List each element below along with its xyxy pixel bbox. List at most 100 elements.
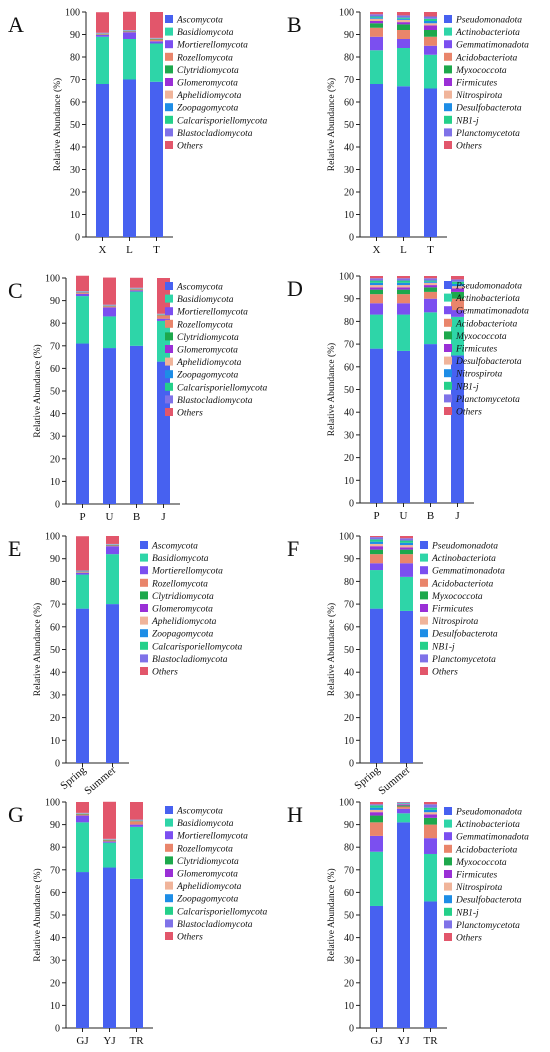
bar-l-gemmatimonadota [397, 39, 410, 48]
bar-p-desulfobacterota [370, 285, 383, 288]
legend-label-acidobacteriota: Acidobacteriota [455, 53, 517, 63]
legend-swatch-rozellomycota [165, 319, 173, 328]
bar-l-mortierellomycota [123, 32, 136, 39]
bar-b-firmicutes [424, 285, 437, 288]
bar-b-ascomycota [130, 345, 143, 504]
legend-label-pseudomonadota: Pseudomonadota [455, 16, 522, 26]
legend-label-rozellomycota: Rozellomycota [176, 320, 233, 330]
legend-label-desulfobacterota: Desulfobacterota [455, 895, 522, 906]
bar-b-others [130, 277, 143, 288]
bar-x-acidobacteriota [370, 27, 383, 37]
legend-swatch-others [165, 408, 173, 416]
bar-x-basidiomycota [96, 36, 109, 84]
legend-swatch-blastocladiomycota [140, 654, 148, 663]
bar-x-desulfobacterota [370, 17, 383, 19]
bar-j-planctomycetota [451, 279, 464, 282]
legend-swatch-gemmatimonadota [444, 306, 452, 315]
y-tick-label: 90 [344, 554, 354, 565]
panel-d: D Relative Abundance (%) 0 10 20 30 40 50 60 70 80… [287, 272, 529, 523]
x-tick-label: T [153, 244, 160, 256]
legend-label-pseudomonadota: Pseudomonadota [455, 808, 522, 818]
bar-p-rozellomycota [76, 292, 89, 294]
bar-yj-acidobacteriota [397, 806, 410, 809]
legend-label-blastocladiomycota: Blastocladiomycota [177, 396, 253, 406]
y-tick-label: 90 [344, 820, 354, 831]
legend-swatch-clytridiomycota [165, 856, 173, 865]
bar-summer-actinobacteriota [400, 576, 413, 611]
bar-t-others [424, 12, 437, 17]
legend: Pseudomonadota Actinobacteriota Gemmatimon… [444, 281, 529, 418]
bar-x-firmicutes [370, 21, 383, 24]
legend-label-rozellomycota: Rozellomycota [176, 53, 233, 63]
bar-b-planctomycetota [424, 278, 437, 281]
legend-swatch-aphelidiomycota [140, 616, 148, 625]
legend-swatch-firmicutes [444, 78, 452, 86]
y-tick-label: 30 [344, 430, 354, 441]
y-tick-label: 0 [55, 1024, 60, 1035]
bar-yj-others [103, 801, 116, 839]
y-tick-label: 40 [344, 933, 354, 944]
x-tick-label: J [455, 510, 460, 522]
y-tick-label: 80 [344, 53, 354, 64]
legend-label-acidobacteriota: Acidobacteriota [431, 579, 493, 589]
bar-b-nb1-j [424, 280, 437, 282]
legend-label-myxococcota: Myxococcota [455, 66, 507, 76]
bar-l-acidobacteriota [397, 30, 410, 39]
bar-tr-ascomycota [130, 878, 143, 1028]
bar-p-gemmatimonadota [370, 303, 383, 315]
x-tick-label: X [99, 244, 107, 256]
bar-spring-acidobacteriota [370, 554, 383, 564]
bar-yj-actinobacteriota [397, 813, 410, 823]
legend-label-glomeromycota: Glomeromycota [177, 870, 238, 880]
bar-t-actinobacteriota [424, 54, 437, 89]
legend-label-firmicutes: Firmicutes [455, 871, 497, 881]
legend-label-firmicutes: Firmicutes [431, 605, 473, 615]
bar-t-others [150, 12, 163, 38]
bar-x-myxococcota [370, 23, 383, 28]
bar-b-rozellomycota [130, 289, 143, 291]
bar-b-nitrospirota [424, 281, 437, 283]
legend-label-glomeromycota: Glomeromycota [152, 605, 213, 615]
panel-c: C Relative Abundance (%) 0 10 20 30 40 50 60 70 80… [8, 274, 267, 524]
legend-swatch-clytridiomycota [165, 65, 173, 74]
bar-p-firmicutes [370, 287, 383, 290]
bar-x-planctomycetota [370, 14, 383, 17]
bar-p-nb1-j [370, 280, 383, 283]
bar-t-myxococcota [424, 30, 437, 37]
legend-label-nb1-j: NB1-j [431, 642, 455, 652]
legend-label-zoopagomycota: Zoopagomycota [177, 104, 238, 114]
y-tick-label: 60 [344, 362, 354, 373]
bar-tr-myxococcota [424, 817, 437, 825]
y-axis-label: Relative Abundance (%) [32, 868, 43, 961]
bar-yj-basidiomycota [103, 842, 116, 868]
bar-p-planctomycetota [370, 278, 383, 281]
bar-j-rozellomycota [157, 315, 170, 319]
x-tick-label: L [126, 244, 133, 256]
legend-label-calcarisporiellomycota: Calcarisporiellomycota [177, 907, 267, 917]
legend-swatch-pseudomonadota [444, 807, 452, 815]
legend-swatch-acidobacteriota [444, 318, 452, 327]
legend-swatch-nb1-j [444, 115, 452, 124]
bar-tr-others [424, 802, 437, 805]
bar-l-nitrospirota [397, 19, 410, 23]
y-tick-label: 80 [70, 53, 80, 64]
legend-swatch-myxococcota [444, 331, 452, 340]
legend-swatch-aphelidiomycota [165, 881, 173, 890]
bar-yj-ascomycota [103, 867, 116, 1028]
legend-swatch-nitrospirota [444, 369, 452, 378]
y-tick-label: 50 [50, 911, 60, 922]
bar-l-others [397, 12, 410, 16]
legend-label-aphelidiomycota: Aphelidiomycota [151, 617, 217, 627]
legend-label-others: Others [456, 142, 482, 152]
legend-swatch-planctomycetota [444, 128, 452, 137]
y-tick-label: 30 [344, 690, 354, 701]
bar-spring-gemmatimonadota [370, 563, 383, 571]
legend-swatch-ascomycota [165, 15, 173, 23]
legend-swatch-rozellomycota [165, 843, 173, 852]
legend-swatch-planctomycetota [420, 654, 428, 663]
bar-l-others [123, 11, 136, 30]
y-tick-label: 70 [344, 865, 354, 876]
legend-label-ascomycota: Ascomycota [176, 16, 223, 26]
y-tick-label: 20 [50, 454, 60, 465]
legend-label-ascomycota: Ascomycota [176, 807, 223, 817]
